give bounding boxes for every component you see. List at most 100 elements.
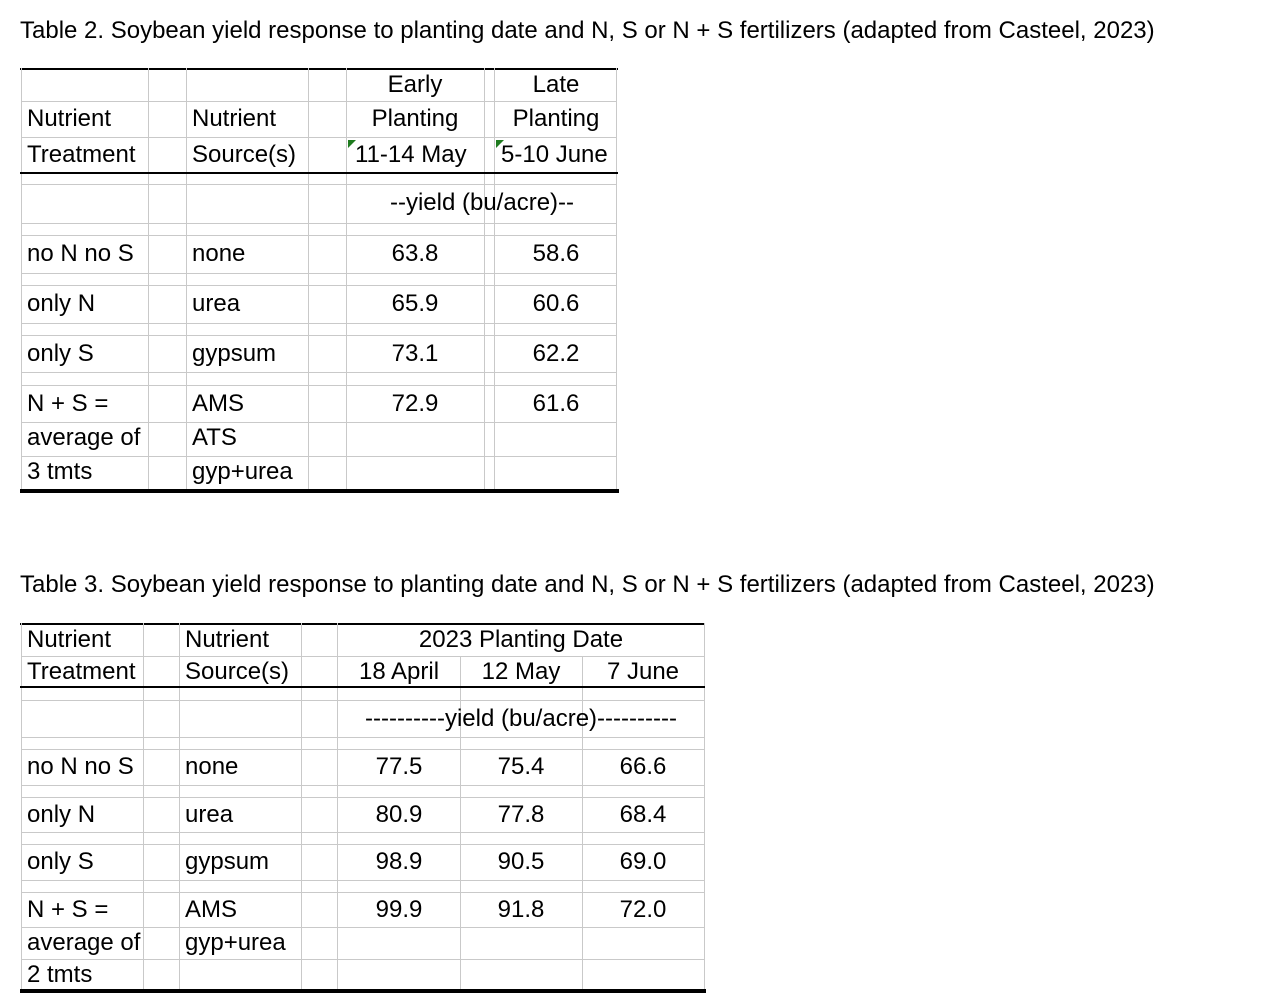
table2-header-treatment-line1: Nutrient xyxy=(27,105,112,132)
table3-row-value: 77.5 xyxy=(375,753,423,780)
table3-hline xyxy=(21,785,705,786)
table3-row-treatment: N + S = xyxy=(27,896,109,923)
table3-hline xyxy=(21,927,705,928)
table3-row-treatment: only N xyxy=(27,801,96,828)
table3-vline xyxy=(179,623,180,993)
table2-row-source: none xyxy=(192,240,246,267)
table2-row-late: 62.2 xyxy=(532,340,580,367)
table2-row-early: 63.8 xyxy=(391,240,439,267)
table2-row-treatment: no N no S xyxy=(27,240,134,267)
table3-row-source: gypsum xyxy=(185,848,270,875)
table2-hline xyxy=(21,323,617,324)
table3-row-source: AMS xyxy=(185,896,238,923)
table2-vline xyxy=(494,68,495,492)
table2-row-source: urea xyxy=(192,290,241,317)
table3-header-date: 18 April xyxy=(358,658,440,685)
table3-extra-treatment: average of xyxy=(27,929,141,956)
table2-row-source: AMS xyxy=(192,390,245,417)
table2-extra-source: ATS xyxy=(192,424,237,451)
table2-row-late: 58.6 xyxy=(532,240,580,267)
green-triangle-icon xyxy=(348,140,356,148)
table2-row-treatment: only N xyxy=(27,290,96,317)
table2-hline xyxy=(21,223,617,224)
table2-vline xyxy=(616,68,617,492)
table3-hline xyxy=(21,959,705,960)
table3-header-source-line2: Source(s) xyxy=(185,658,290,685)
table3-vline xyxy=(143,623,144,993)
table2-header-border xyxy=(20,172,618,174)
table2-extra-treatment: 3 tmts xyxy=(27,458,93,485)
table2-hline xyxy=(21,385,617,386)
table3-bottom-border xyxy=(20,989,706,993)
table2-vline xyxy=(484,68,485,492)
table2-hline xyxy=(21,184,617,185)
table3-hline xyxy=(21,656,705,657)
table3-header-date: 12 May xyxy=(481,658,561,685)
table3-row-source: urea xyxy=(185,801,234,828)
table3-row-value: 75.4 xyxy=(497,753,545,780)
table2-hline xyxy=(21,456,617,457)
table2-hline xyxy=(21,101,617,102)
table2-top-border xyxy=(20,68,618,70)
table2-hline xyxy=(21,235,617,236)
table3-hline xyxy=(21,844,705,845)
table2-row-early: 65.9 xyxy=(391,290,439,317)
table2-extra-source: gyp+urea xyxy=(192,458,293,485)
table3-hline xyxy=(21,737,705,738)
table3-row-value: 80.9 xyxy=(375,801,423,828)
table3-vline xyxy=(21,623,22,993)
table2-header-late-line1: Late xyxy=(532,71,580,98)
table3-row-value: 66.6 xyxy=(619,753,667,780)
table2-vline xyxy=(346,68,347,492)
table3-units: ----------yield (bu/acre)---------- xyxy=(365,705,677,732)
table2-row-treatment: N + S = xyxy=(27,390,109,417)
table2-header-source-line2: Source(s) xyxy=(192,141,297,168)
table2-header-source-line1: Nutrient xyxy=(192,105,277,132)
table3-row-source: none xyxy=(185,753,239,780)
table2-vline xyxy=(308,68,309,492)
table2-row-early: 73.1 xyxy=(391,340,439,367)
green-triangle-icon xyxy=(496,140,504,148)
table3-top-border xyxy=(20,623,705,625)
table3-vline xyxy=(704,623,705,993)
table2-header-late-line3: 5-10 June xyxy=(501,141,608,168)
table3-row-value: 91.8 xyxy=(497,896,545,923)
table2-header-late-line2: Planting xyxy=(512,105,600,132)
table3-header-treatment-line1: Nutrient xyxy=(27,626,112,653)
table3-row-value: 72.0 xyxy=(619,896,667,923)
table3-extra-treatment: 2 tmts xyxy=(27,961,93,988)
table3-vline xyxy=(301,623,302,993)
table3-hline xyxy=(21,880,705,881)
table3-hline xyxy=(21,797,705,798)
table2-hline xyxy=(21,137,617,138)
table3-caption: Table 3. Soybean yield response to plant… xyxy=(20,571,1155,598)
table3-hline xyxy=(21,749,705,750)
table3-hline xyxy=(21,832,705,833)
table3-row-value: 77.8 xyxy=(497,801,545,828)
table2-header-early-line2: Planting xyxy=(371,105,459,132)
table3-header-planting-date: 2023 Planting Date xyxy=(418,626,624,653)
table2-hline xyxy=(21,422,617,423)
table3-row-treatment: no N no S xyxy=(27,753,134,780)
table3-header-date: 7 June xyxy=(606,658,680,685)
table3-row-value: 69.0 xyxy=(619,848,667,875)
table2-row-source: gypsum xyxy=(192,340,277,367)
table3-row-value: 90.5 xyxy=(497,848,545,875)
table3-row-value: 68.4 xyxy=(619,801,667,828)
table2-vline xyxy=(148,68,149,492)
table2-vline xyxy=(186,68,187,492)
table2-row-late: 61.6 xyxy=(532,390,580,417)
table2-hline xyxy=(21,273,617,274)
table3-row-treatment: only S xyxy=(27,848,94,875)
table2-header-early-line1: Early xyxy=(387,71,443,98)
table3-vline xyxy=(460,656,461,993)
table3-hline xyxy=(21,700,705,701)
table2-header-treatment-line2: Treatment xyxy=(27,141,136,168)
table2-hline xyxy=(21,372,617,373)
table2-bottom-border xyxy=(20,489,619,493)
table3-row-value: 99.9 xyxy=(375,896,423,923)
table2-row-late: 60.6 xyxy=(532,290,580,317)
table3-vline xyxy=(337,623,338,993)
table2-caption: Table 2. Soybean yield response to plant… xyxy=(20,17,1155,44)
table2-row-treatment: only S xyxy=(27,340,94,367)
